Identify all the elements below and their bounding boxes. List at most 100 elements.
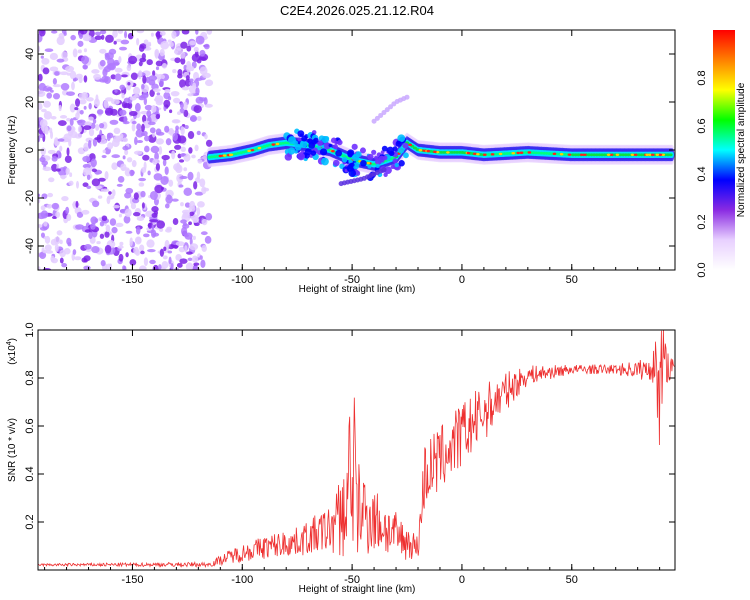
noise-blob xyxy=(86,156,90,162)
noise-blob xyxy=(38,266,41,270)
noise-blob xyxy=(185,262,194,270)
ridge-cluster xyxy=(294,143,302,151)
noise-blob xyxy=(79,30,88,35)
noise-blob xyxy=(172,132,179,141)
noise-blob xyxy=(86,185,92,189)
noise-blob xyxy=(82,167,92,177)
noise-blob xyxy=(38,197,41,204)
noise-blob xyxy=(186,251,193,255)
noise-blob xyxy=(155,66,160,71)
noise-blob xyxy=(160,40,170,50)
noise-blob xyxy=(39,133,44,139)
noise-blob xyxy=(38,135,41,143)
ridge-core xyxy=(412,146,417,150)
noise-blob xyxy=(180,51,186,59)
noise-blob xyxy=(155,113,161,120)
ridge-peak xyxy=(446,151,450,154)
y-tick-label: 20 xyxy=(24,96,36,108)
noise-blob xyxy=(136,123,142,131)
ridge-peak xyxy=(222,154,227,157)
branch-blob xyxy=(381,110,387,116)
noise-blob xyxy=(111,138,120,148)
noise-blob xyxy=(180,146,186,153)
noise-blob xyxy=(51,30,58,34)
noise-blob xyxy=(90,158,97,168)
branch-blob xyxy=(378,112,384,118)
noise-blob xyxy=(165,138,172,146)
noise-blob xyxy=(134,236,142,245)
noise-blob xyxy=(105,34,114,43)
noise-blob xyxy=(66,117,71,122)
noise-blob xyxy=(151,206,159,213)
noise-blob xyxy=(125,252,129,258)
noise-blob xyxy=(51,202,59,210)
noise-blob xyxy=(59,115,68,119)
noise-blob xyxy=(38,102,43,110)
noise-blob xyxy=(146,43,152,47)
noise-blob xyxy=(55,211,61,218)
noise-blob xyxy=(86,121,90,126)
ridge-cluster xyxy=(307,138,313,144)
noise-blob xyxy=(162,158,167,167)
noise-blob xyxy=(124,192,132,199)
noise-blob xyxy=(90,216,98,225)
noise-blob xyxy=(119,241,124,246)
noise-blob xyxy=(187,171,194,181)
ridge-cluster xyxy=(386,146,395,155)
noise-blob xyxy=(105,97,114,102)
noise-blob xyxy=(77,125,82,133)
noise-blob xyxy=(46,203,53,209)
ridge-peak xyxy=(218,154,223,158)
noise-blob xyxy=(97,195,103,199)
noise-blob xyxy=(78,93,85,100)
noise-blob xyxy=(164,166,169,175)
ridge-peak xyxy=(511,151,516,155)
ridge-peak xyxy=(498,152,503,156)
noise-blob xyxy=(140,250,145,255)
noise-blob xyxy=(146,59,153,66)
noise-blob xyxy=(118,213,123,218)
noise-blob xyxy=(174,57,181,64)
ridge-cluster xyxy=(321,157,329,166)
noise-blob xyxy=(92,138,98,147)
noise-blob xyxy=(49,89,54,93)
y-tick-label: 1.0 xyxy=(24,322,36,337)
ridge-peak xyxy=(519,151,524,154)
noise-blob xyxy=(129,196,134,205)
noise-blob xyxy=(88,116,94,121)
colorbar-tick-label: 0.8 xyxy=(696,70,708,85)
ridge-cluster xyxy=(371,149,377,155)
noise-blob xyxy=(75,73,83,79)
noise-blob xyxy=(178,159,185,163)
spectrogram-x-label: Height of straight line (km) xyxy=(299,284,416,295)
noise-blob xyxy=(184,125,189,130)
noise-blob xyxy=(135,249,141,256)
noise-blob xyxy=(159,248,164,257)
noise-blob xyxy=(82,163,91,169)
noise-blob xyxy=(191,154,196,159)
noise-blob xyxy=(133,211,141,217)
noise-blob xyxy=(184,245,188,253)
colorbar-label: Normalized spectral amplitude xyxy=(736,82,747,217)
noise-blob xyxy=(201,244,207,252)
noise-blob xyxy=(139,57,147,63)
noise-blob xyxy=(40,55,44,59)
ridge-cluster xyxy=(382,155,388,161)
noise-blob xyxy=(59,71,69,76)
branch-blob xyxy=(374,115,380,121)
spectrogram-y-label: Frequency (Hz) xyxy=(7,116,18,185)
noise-blob xyxy=(196,115,202,121)
noise-blob xyxy=(156,220,166,229)
noise-blob xyxy=(120,39,130,45)
noise-blob xyxy=(180,153,187,157)
x-tick-label: -50 xyxy=(344,574,360,586)
noise-blob xyxy=(81,55,90,65)
noise-blob xyxy=(187,93,194,97)
noise-blob xyxy=(197,201,205,208)
noise-blob xyxy=(193,105,202,114)
y-tick-label: 0 xyxy=(24,147,36,153)
noise-blob xyxy=(78,99,87,105)
ridge-peak xyxy=(228,153,233,157)
noise-blob xyxy=(117,245,124,249)
noise-blob xyxy=(136,216,145,222)
